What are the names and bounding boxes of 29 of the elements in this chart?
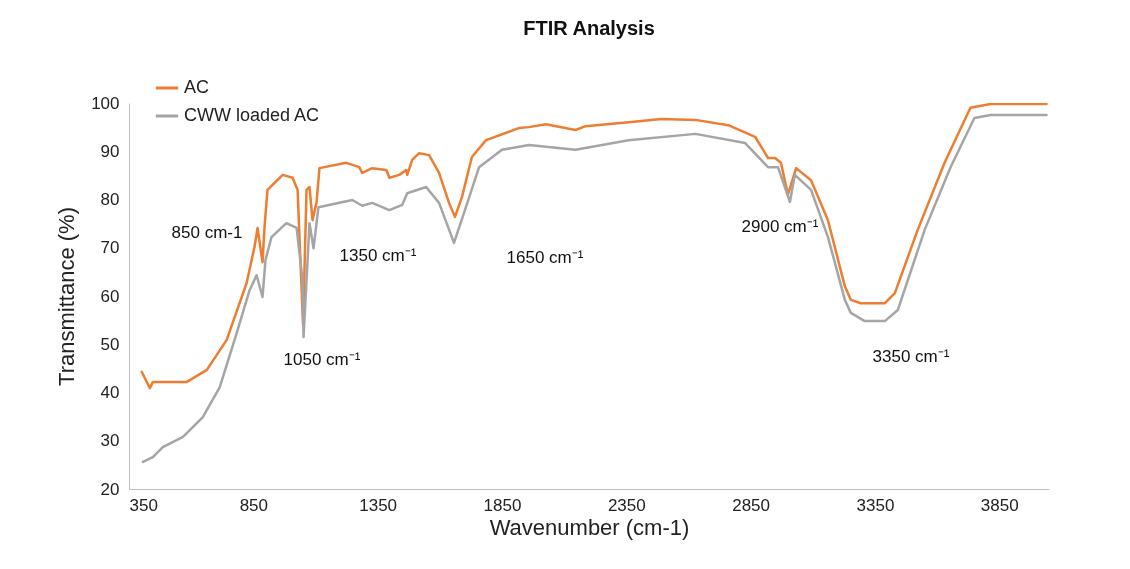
x-tick-label: 2850 <box>732 495 771 515</box>
y-tick-label: 30 <box>100 431 120 451</box>
y-tick-label: 40 <box>100 383 120 402</box>
x-tick-label: 3350 <box>856 495 895 515</box>
y-tick-label: 70 <box>100 238 120 258</box>
y-tick-label: 80 <box>100 190 120 209</box>
x-tick-label: 350 <box>129 495 158 515</box>
y-tick-label: 60 <box>100 286 120 306</box>
x-tick-label: 1350 <box>359 495 398 515</box>
annotation: 2900 cm⁻¹ <box>741 217 819 236</box>
chart-title: FTIR Analysis <box>523 17 655 39</box>
annotation: 1050 cm⁻¹ <box>283 350 361 369</box>
y-tick-label: 90 <box>100 141 120 161</box>
x-axis-title: Wavenumber (cm-1) <box>489 514 690 540</box>
x-tick-label: 3850 <box>980 495 1019 515</box>
x-tick-label: 2350 <box>607 495 646 515</box>
annotation: 1650 cm⁻¹ <box>506 248 584 267</box>
legend-label: AC <box>184 77 210 97</box>
y-axis-title: Transmittance (%) <box>54 207 80 386</box>
annotation: 1350 cm⁻¹ <box>339 246 417 265</box>
legend-label: CWW loaded AC <box>184 105 320 125</box>
y-tick-label: 50 <box>100 334 120 354</box>
annotation: 850 cm-1 <box>171 223 243 242</box>
x-tick-label: 1850 <box>483 495 522 515</box>
y-tick-label: 20 <box>100 479 120 499</box>
y-tick-label: 100 <box>91 93 120 113</box>
line-series <box>140 103 1048 390</box>
x-tick-label: 850 <box>239 495 269 515</box>
annotation: 3350 cm⁻¹ <box>872 347 950 366</box>
